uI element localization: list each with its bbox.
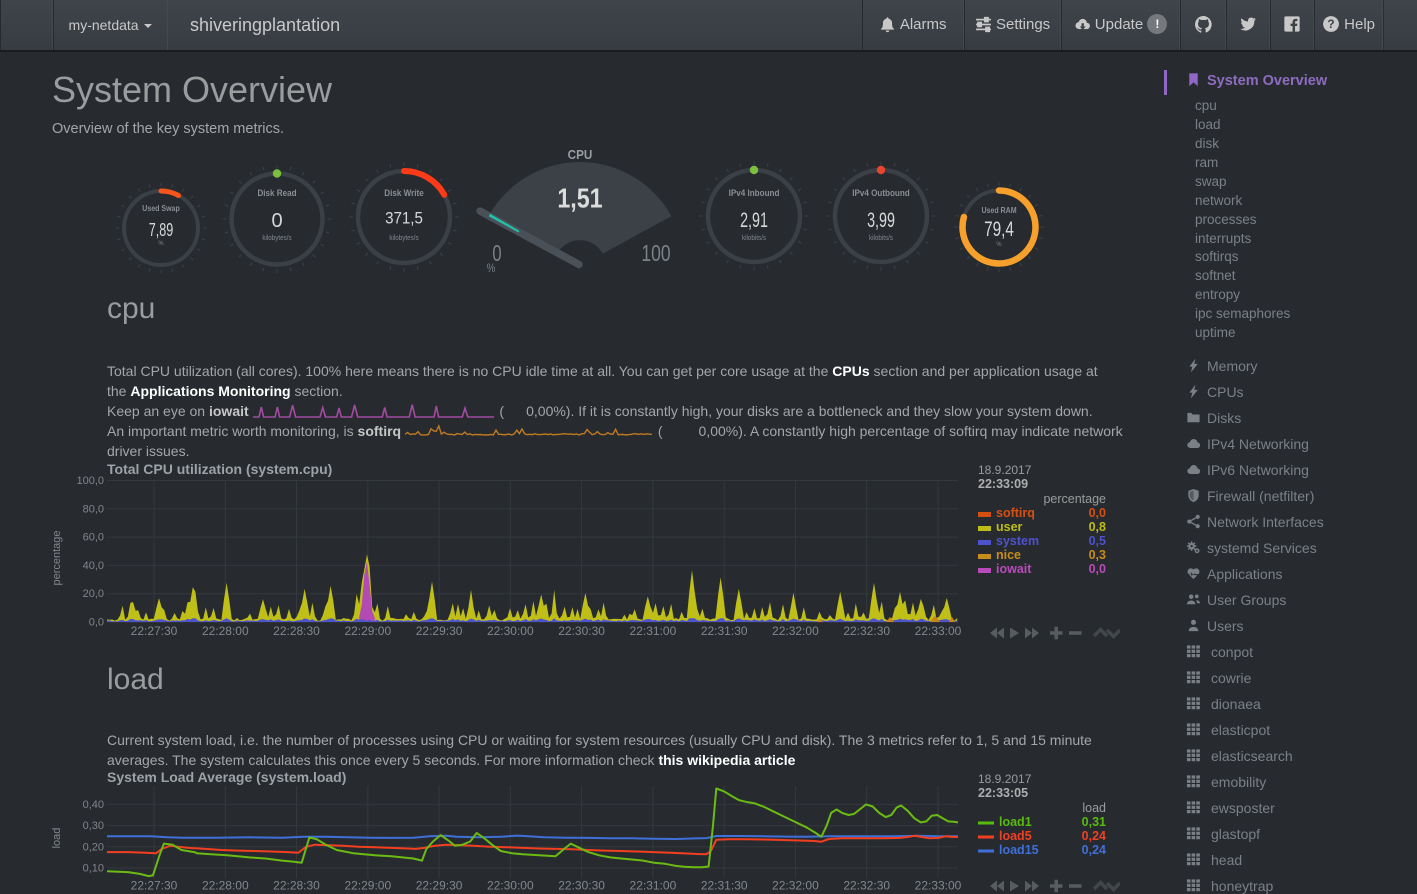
svg-text:22:30:30: 22:30:30 — [558, 624, 605, 638]
svg-text:0,8: 0,8 — [1089, 520, 1106, 534]
svg-text:0: 0 — [492, 241, 501, 266]
svg-text:22:30:30: 22:30:30 — [558, 879, 605, 893]
svg-text:0,0: 0,0 — [1089, 562, 1106, 576]
svg-text:load5: load5 — [999, 829, 1032, 843]
svg-text:0,24: 0,24 — [1082, 829, 1106, 843]
svg-text:22:27:30: 22:27:30 — [131, 624, 178, 638]
svg-text:22:28:00: 22:28:00 — [202, 624, 249, 638]
svg-text:nice: nice — [996, 548, 1021, 562]
svg-text:22:33:09: 22:33:09 — [978, 477, 1028, 491]
svg-text:%: % — [996, 241, 1002, 248]
svg-text:22:32:30: 22:32:30 — [843, 624, 890, 638]
svg-text:load: load — [51, 828, 63, 849]
svg-text:22:30:00: 22:30:00 — [487, 879, 534, 893]
svg-text:kilobits/s: kilobits/s — [742, 235, 767, 242]
svg-text:22:31:00: 22:31:00 — [630, 624, 677, 638]
svg-text:0,3: 0,3 — [1089, 548, 1106, 562]
svg-text:Disk Read: Disk Read — [257, 188, 296, 199]
svg-text:%: % — [487, 262, 496, 275]
svg-text:Disk Write: Disk Write — [384, 188, 424, 199]
svg-text:22:28:30: 22:28:30 — [273, 879, 320, 893]
svg-text:percentage: percentage — [1043, 492, 1106, 506]
svg-text:22:29:30: 22:29:30 — [416, 624, 463, 638]
svg-text:22:29:00: 22:29:00 — [344, 879, 391, 893]
svg-text:0,24: 0,24 — [1082, 843, 1106, 857]
svg-text:0,30: 0,30 — [83, 820, 104, 832]
svg-text:60,0: 60,0 — [83, 532, 104, 544]
svg-text:100,0: 100,0 — [76, 475, 104, 487]
svg-text:load: load — [1082, 801, 1106, 815]
svg-text:0,10: 0,10 — [83, 863, 104, 875]
svg-text:22:28:30: 22:28:30 — [273, 624, 320, 638]
svg-text:IPv4 Outbound: IPv4 Outbound — [852, 188, 910, 199]
svg-text:22:31:00: 22:31:00 — [630, 879, 677, 893]
svg-text:2,91: 2,91 — [740, 208, 768, 231]
svg-text:user: user — [996, 520, 1023, 534]
svg-text:1,51: 1,51 — [557, 184, 602, 214]
svg-text:load15: load15 — [999, 843, 1039, 857]
svg-text:100: 100 — [641, 242, 670, 267]
svg-text:0,40: 0,40 — [83, 799, 104, 811]
svg-text:percentage: percentage — [51, 530, 63, 585]
svg-text:0,5: 0,5 — [1089, 534, 1106, 548]
svg-text:0,20: 0,20 — [83, 841, 104, 853]
svg-text:22:31:30: 22:31:30 — [701, 879, 748, 893]
svg-text:%: % — [158, 240, 164, 247]
svg-text:System Load Average (system.lo: System Load Average (system.load) — [107, 770, 346, 785]
svg-text:0,0: 0,0 — [1089, 506, 1106, 520]
svg-text:20,0: 20,0 — [83, 588, 104, 600]
svg-text:22:32:30: 22:32:30 — [843, 879, 890, 893]
svg-text:0,31: 0,31 — [1082, 815, 1106, 829]
svg-text:22:33:05: 22:33:05 — [978, 786, 1028, 800]
svg-text:system: system — [996, 534, 1039, 548]
svg-text:22:31:30: 22:31:30 — [701, 624, 748, 638]
svg-text:22:29:00: 22:29:00 — [344, 624, 391, 638]
svg-text:22:29:30: 22:29:30 — [416, 879, 463, 893]
svg-text:40,0: 40,0 — [83, 560, 104, 572]
svg-text:CPU: CPU — [568, 147, 593, 162]
svg-text:22:33:00: 22:33:00 — [915, 624, 962, 638]
svg-text:0,0: 0,0 — [89, 617, 104, 629]
svg-text:kilobits/s: kilobits/s — [869, 235, 894, 242]
svg-text:iowait: iowait — [996, 562, 1032, 576]
svg-text:load1: load1 — [999, 815, 1032, 829]
svg-text:22:28:00: 22:28:00 — [202, 879, 249, 893]
svg-text:softirq: softirq — [996, 506, 1035, 520]
svg-text:80,0: 80,0 — [83, 503, 104, 515]
svg-text:?: ? — [1327, 17, 1334, 31]
svg-text:18.9.2017: 18.9.2017 — [978, 772, 1032, 786]
svg-text:22:32:00: 22:32:00 — [772, 879, 819, 893]
svg-text:79,4: 79,4 — [984, 217, 1014, 241]
svg-text:22:30:00: 22:30:00 — [487, 624, 534, 638]
svg-text:Total CPU utilization (system.: Total CPU utilization (system.cpu) — [107, 461, 332, 477]
svg-text:IPv4 Inbound: IPv4 Inbound — [729, 188, 780, 199]
svg-text:0: 0 — [271, 210, 282, 232]
svg-text:kilobytes/s: kilobytes/s — [389, 235, 419, 242]
svg-text:371,5: 371,5 — [385, 209, 423, 228]
svg-text:kilobytes/s: kilobytes/s — [262, 235, 292, 242]
svg-text:3,99: 3,99 — [867, 208, 895, 231]
svg-text:22:32:00: 22:32:00 — [772, 624, 819, 638]
svg-text:Used RAM: Used RAM — [981, 206, 1016, 216]
svg-text:7,89: 7,89 — [149, 221, 174, 241]
svg-text:Used Swap: Used Swap — [142, 204, 180, 214]
svg-text:22:33:00: 22:33:00 — [915, 879, 962, 893]
svg-text:22:27:30: 22:27:30 — [131, 879, 178, 893]
svg-text:18.9.2017: 18.9.2017 — [978, 463, 1032, 477]
